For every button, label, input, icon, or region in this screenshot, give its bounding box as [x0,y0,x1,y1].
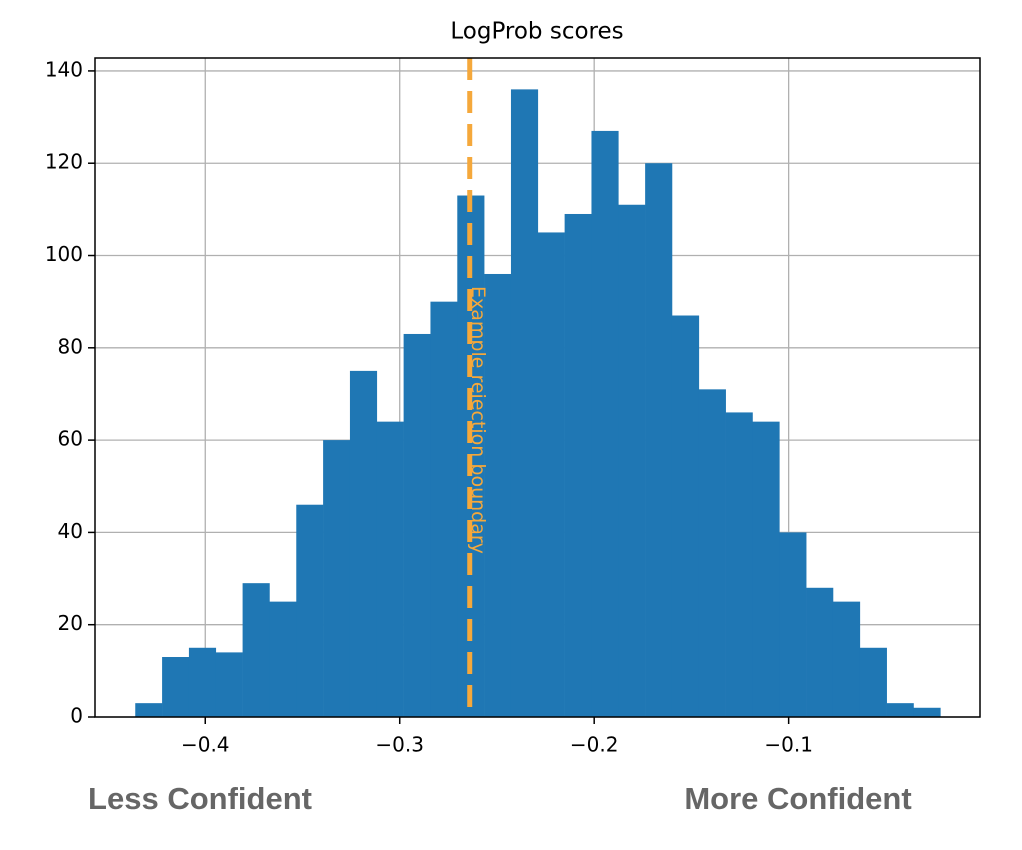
bar [913,707,941,717]
bar [618,204,646,718]
bar [269,601,297,717]
bar [779,532,807,717]
more-confident-label: More Confident [684,781,911,816]
x-tick-label: −0.4 [181,733,230,757]
bar [510,89,539,717]
y-tick-label: 80 [58,334,83,358]
bar [698,389,726,717]
bar [430,301,458,717]
y-tick-label: 0 [70,704,83,728]
bar [537,232,565,718]
bar [725,412,753,717]
bar [591,130,619,718]
bar [484,273,512,717]
plot-frame [94,57,981,718]
bar [162,657,190,717]
threshold-label: Example rejection boundary [467,286,489,554]
bar [242,583,270,717]
bar [886,703,914,717]
bar [323,440,351,717]
bar [403,333,431,717]
bar [188,647,217,717]
bar [806,587,834,717]
y-tick-label: 60 [58,427,83,451]
x-tick-label: −0.2 [570,733,619,757]
bar [135,703,163,717]
chart-title: LogProb scores [450,19,623,45]
less-confident-label: Less Confident [88,781,312,816]
bar [349,370,378,717]
bar [564,213,592,717]
y-tick-label: 100 [45,242,83,266]
bar [645,163,673,717]
bar [859,647,887,717]
y-tick-label: 20 [58,611,83,635]
y-tick-label: 40 [58,519,83,543]
y-tick-label: 140 [45,57,83,81]
bar [296,504,324,717]
x-tick-label: −0.1 [764,733,813,757]
y-tick-label: 120 [45,150,83,174]
bar [752,421,780,717]
bar [671,315,700,717]
x-tick-label: −0.3 [375,733,424,757]
bar [832,601,861,717]
bar [376,421,404,717]
bar [215,652,243,717]
